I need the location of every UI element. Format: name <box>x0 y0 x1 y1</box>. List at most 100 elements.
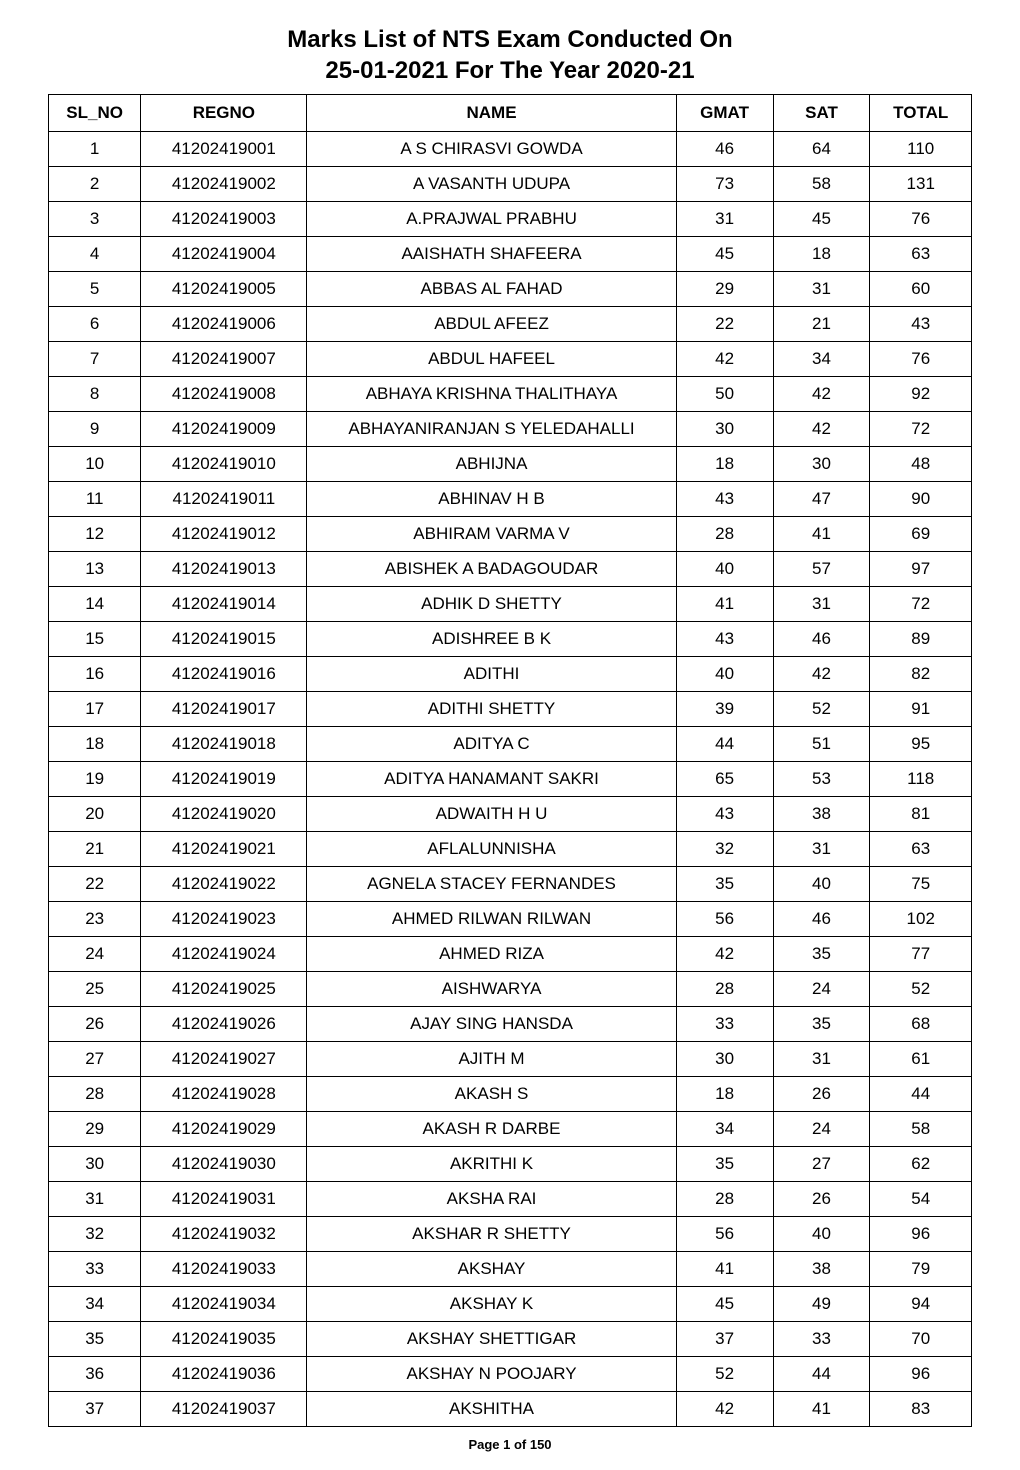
cell-sat: 24 <box>773 972 870 1007</box>
cell-regno: 41202419027 <box>141 1042 307 1077</box>
cell-total: 72 <box>870 587 972 622</box>
table-row: 3341202419033AKSHAY413879 <box>49 1252 972 1287</box>
cell-sat: 42 <box>773 377 870 412</box>
cell-slno: 5 <box>49 272 141 307</box>
cell-slno: 9 <box>49 412 141 447</box>
cell-sat: 34 <box>773 342 870 377</box>
table-row: 1341202419013ABISHEK A BADAGOUDAR405797 <box>49 552 972 587</box>
cell-name: ADITYA HANAMANT SAKRI <box>307 762 676 797</box>
cell-total: 82 <box>870 657 972 692</box>
cell-slno: 28 <box>49 1077 141 1112</box>
cell-regno: 41202419024 <box>141 937 307 972</box>
table-row: 1741202419017ADITHI SHETTY395291 <box>49 692 972 727</box>
cell-regno: 41202419014 <box>141 587 307 622</box>
cell-name: AJAY SING HANSDA <box>307 1007 676 1042</box>
cell-name: AKSHA RAI <box>307 1182 676 1217</box>
cell-slno: 33 <box>49 1252 141 1287</box>
cell-regno: 41202419009 <box>141 412 307 447</box>
table-row: 941202419009ABHAYANIRANJAN S YELEDAHALLI… <box>49 412 972 447</box>
cell-regno: 41202419028 <box>141 1077 307 1112</box>
cell-sat: 18 <box>773 237 870 272</box>
cell-total: 58 <box>870 1112 972 1147</box>
cell-regno: 41202419003 <box>141 202 307 237</box>
cell-slno: 4 <box>49 237 141 272</box>
cell-regno: 41202419005 <box>141 272 307 307</box>
table-row: 3441202419034AKSHAY K454994 <box>49 1287 972 1322</box>
cell-name: AKASH S <box>307 1077 676 1112</box>
cell-total: 95 <box>870 727 972 762</box>
cell-sat: 38 <box>773 797 870 832</box>
cell-name: AKSHITHA <box>307 1392 676 1427</box>
table-row: 2141202419021AFLALUNNISHA323163 <box>49 832 972 867</box>
cell-gmat: 42 <box>676 1392 773 1427</box>
page-title: Marks List of NTS Exam Conducted On 25-0… <box>48 24 972 86</box>
cell-name: ABDUL AFEEZ <box>307 307 676 342</box>
table-row: 441202419004AAISHATH SHAFEERA451863 <box>49 237 972 272</box>
cell-regno: 41202419012 <box>141 517 307 552</box>
cell-sat: 35 <box>773 937 870 972</box>
cell-name: ABHIRAM VARMA V <box>307 517 676 552</box>
cell-slno: 23 <box>49 902 141 937</box>
cell-regno: 41202419026 <box>141 1007 307 1042</box>
table-body: 141202419001A S CHIRASVI GOWDA4664110241… <box>49 132 972 1427</box>
cell-total: 92 <box>870 377 972 412</box>
table-row: 3641202419036AKSHAY N POOJARY524496 <box>49 1357 972 1392</box>
page-footer: Page 1 of 150 <box>48 1437 972 1452</box>
cell-slno: 29 <box>49 1112 141 1147</box>
cell-gmat: 37 <box>676 1322 773 1357</box>
cell-name: AKSHAY <box>307 1252 676 1287</box>
cell-total: 96 <box>870 1217 972 1252</box>
cell-total: 44 <box>870 1077 972 1112</box>
cell-gmat: 43 <box>676 622 773 657</box>
table-row: 3741202419037AKSHITHA424183 <box>49 1392 972 1427</box>
cell-gmat: 29 <box>676 272 773 307</box>
cell-gmat: 40 <box>676 552 773 587</box>
cell-regno: 41202419016 <box>141 657 307 692</box>
table-row: 2741202419027AJITH M303161 <box>49 1042 972 1077</box>
cell-regno: 41202419021 <box>141 832 307 867</box>
cell-name: ADHIK D SHETTY <box>307 587 676 622</box>
cell-sat: 52 <box>773 692 870 727</box>
cell-sat: 31 <box>773 587 870 622</box>
cell-sat: 44 <box>773 1357 870 1392</box>
cell-gmat: 40 <box>676 657 773 692</box>
cell-gmat: 41 <box>676 587 773 622</box>
cell-regno: 41202419030 <box>141 1147 307 1182</box>
cell-name: AHMED RIZA <box>307 937 676 972</box>
col-header-name: NAME <box>307 95 676 132</box>
cell-slno: 13 <box>49 552 141 587</box>
cell-slno: 36 <box>49 1357 141 1392</box>
cell-regno: 41202419020 <box>141 797 307 832</box>
cell-slno: 3 <box>49 202 141 237</box>
cell-regno: 41202419022 <box>141 867 307 902</box>
cell-sat: 40 <box>773 867 870 902</box>
cell-sat: 40 <box>773 1217 870 1252</box>
cell-name: AAISHATH SHAFEERA <box>307 237 676 272</box>
cell-slno: 2 <box>49 167 141 202</box>
cell-slno: 27 <box>49 1042 141 1077</box>
cell-sat: 42 <box>773 657 870 692</box>
cell-total: 97 <box>870 552 972 587</box>
cell-gmat: 41 <box>676 1252 773 1287</box>
cell-sat: 24 <box>773 1112 870 1147</box>
cell-gmat: 52 <box>676 1357 773 1392</box>
cell-gmat: 35 <box>676 867 773 902</box>
cell-gmat: 39 <box>676 692 773 727</box>
cell-slno: 25 <box>49 972 141 1007</box>
cell-regno: 41202419035 <box>141 1322 307 1357</box>
cell-name: ABHAYA KRISHNA THALITHAYA <box>307 377 676 412</box>
cell-sat: 41 <box>773 517 870 552</box>
cell-sat: 35 <box>773 1007 870 1042</box>
cell-sat: 51 <box>773 727 870 762</box>
cell-slno: 21 <box>49 832 141 867</box>
cell-gmat: 43 <box>676 797 773 832</box>
cell-total: 61 <box>870 1042 972 1077</box>
table-row: 641202419006ABDUL AFEEZ222143 <box>49 307 972 342</box>
cell-slno: 37 <box>49 1392 141 1427</box>
cell-regno: 41202419007 <box>141 342 307 377</box>
cell-slno: 32 <box>49 1217 141 1252</box>
cell-gmat: 34 <box>676 1112 773 1147</box>
cell-gmat: 56 <box>676 1217 773 1252</box>
cell-total: 60 <box>870 272 972 307</box>
cell-sat: 45 <box>773 202 870 237</box>
